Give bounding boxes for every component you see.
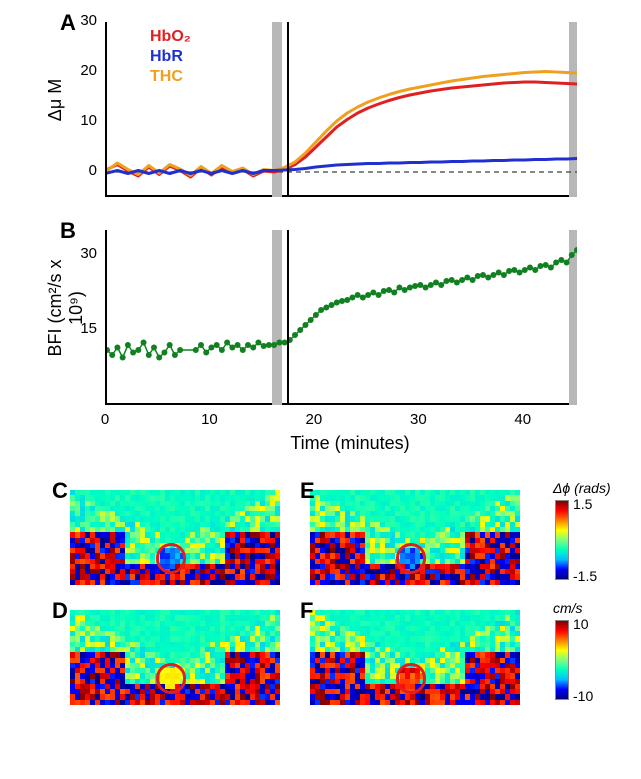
legend-entry: THC <box>150 68 183 86</box>
heatmap-C <box>70 490 280 585</box>
roi-circle <box>156 663 186 693</box>
xtick-label: 20 <box>299 411 329 428</box>
colorbar: cm/s10-10 <box>555 620 569 700</box>
figure-root: 0102030AΔμ MHbO₂HbRTHC1530010203040BBFI … <box>0 0 641 779</box>
panel-label: F <box>300 598 313 624</box>
y-axis-label: Δμ M <box>45 40 66 160</box>
roi-circle <box>156 543 186 573</box>
panel-label: A <box>60 10 76 36</box>
panel-label: C <box>52 478 68 504</box>
xtick-label: 0 <box>90 411 120 428</box>
panel-label: E <box>300 478 315 504</box>
colorbar-title: Δϕ (rads) <box>553 480 641 496</box>
colorbar-max: 10 <box>573 616 589 632</box>
xtick-label: 10 <box>194 411 224 428</box>
panel-label: D <box>52 598 68 624</box>
heatmap-E <box>310 490 520 585</box>
chart-svg <box>107 230 577 405</box>
colorbar-min: -1.5 <box>573 568 597 584</box>
event-line <box>287 230 289 405</box>
roi-circle <box>396 543 426 573</box>
y-axis-label: BFI (cm²/s x 10⁹) <box>45 248 87 368</box>
legend-entry: HbO₂ <box>150 28 191 46</box>
legend-entry: HbR <box>150 48 183 66</box>
xtick-label: 40 <box>508 411 538 428</box>
heatmap-D <box>70 610 280 705</box>
xtick-label: 30 <box>403 411 433 428</box>
chart-area <box>105 230 575 405</box>
panel-label: B <box>60 218 76 244</box>
heatmap-F <box>310 610 520 705</box>
roi-circle <box>396 663 426 693</box>
colorbar: Δϕ (rads)1.5-1.5 <box>555 500 569 580</box>
ytick-label: 0 <box>55 162 97 179</box>
colorbar-title: cm/s <box>553 600 641 616</box>
colorbar-min: -10 <box>573 688 593 704</box>
x-axis-label: Time (minutes) <box>270 433 430 454</box>
colorbar-max: 1.5 <box>573 496 592 512</box>
event-line <box>287 22 289 197</box>
